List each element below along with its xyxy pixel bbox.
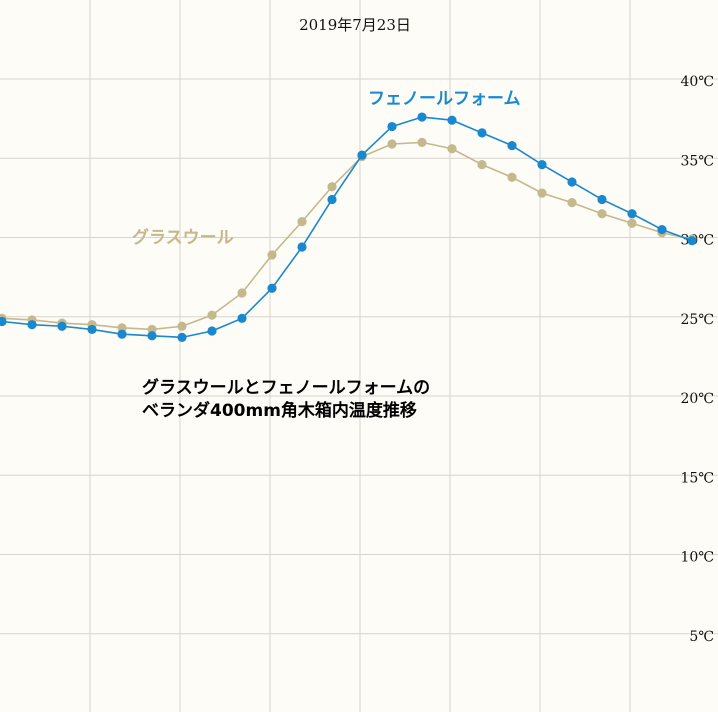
data-point <box>417 137 427 147</box>
data-point <box>537 159 547 170</box>
data-point <box>327 182 337 192</box>
data-point <box>477 128 487 138</box>
data-point <box>177 321 187 331</box>
series-label-phenol-foam: フェノールフォーム <box>368 89 521 109</box>
data-point <box>27 320 37 330</box>
data-point <box>567 177 577 187</box>
series-phenol-foam <box>0 112 697 342</box>
y-tick-label: 40℃ <box>681 74 714 90</box>
series-line <box>1 141 693 331</box>
data-point <box>507 172 517 182</box>
data-point <box>267 283 277 293</box>
y-tick-label: 15℃ <box>681 470 714 486</box>
data-point <box>207 310 217 320</box>
data-point <box>0 316 7 327</box>
data-point <box>537 188 547 198</box>
data-point <box>567 198 577 208</box>
data-point <box>207 326 217 336</box>
series-label-glass-wool: グラスウール <box>132 227 234 248</box>
data-point <box>627 209 637 219</box>
data-point <box>147 324 157 335</box>
data-point <box>477 159 487 170</box>
data-point <box>327 194 337 205</box>
data-point <box>687 236 697 246</box>
data-point <box>117 329 127 339</box>
data-point <box>447 115 457 125</box>
data-point <box>387 121 397 132</box>
y-tick-label: 25℃ <box>681 312 714 328</box>
date-label: 2019年7月23日 <box>299 16 411 34</box>
data-point <box>657 224 667 235</box>
data-point <box>267 250 277 260</box>
data-point <box>87 324 97 335</box>
data-point <box>147 331 157 341</box>
y-tick-label: 10℃ <box>681 550 714 566</box>
data-point <box>357 150 367 160</box>
y-tick-label: 5℃ <box>689 629 714 645</box>
series-layer <box>0 112 697 342</box>
series-line <box>1 116 693 339</box>
y-axis-ticks: 40℃ 35℃ 30℃ 25℃ 20℃ 15℃ 10℃ 5℃ <box>681 74 714 645</box>
data-point <box>117 323 127 333</box>
chart-title: グラスウールとフェノールフォームの <box>142 377 430 398</box>
data-point <box>237 313 247 323</box>
series-glass-wool <box>0 137 697 335</box>
data-point <box>627 218 637 228</box>
data-point <box>597 209 607 219</box>
data-point <box>177 332 187 342</box>
data-point <box>447 144 457 154</box>
y-tick-label: 35℃ <box>681 153 714 169</box>
data-point <box>597 194 607 205</box>
data-point <box>417 112 427 122</box>
data-point <box>507 140 517 151</box>
y-tick-label: 20℃ <box>681 391 714 407</box>
data-point <box>297 217 307 227</box>
y-tick-label: 30℃ <box>681 233 714 249</box>
data-point <box>387 139 397 149</box>
data-point <box>237 288 247 298</box>
data-point <box>297 242 307 252</box>
chart-subtitle: ベランダ400mm角木箱内温度推移 <box>142 400 417 421</box>
data-point <box>57 321 67 331</box>
